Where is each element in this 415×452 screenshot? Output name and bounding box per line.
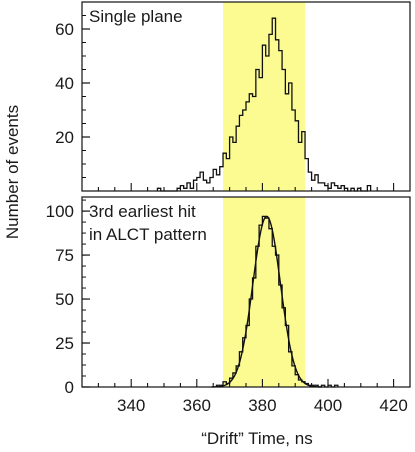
y-tick-label: 50: [55, 290, 74, 309]
single-plane-panel: 20 40 60 Single plane: [55, 2, 410, 191]
y-tick-label: 0: [65, 378, 74, 397]
panel-annotation: Single plane: [89, 7, 183, 26]
x-tick-label: 360: [183, 396, 211, 415]
panel-annotation: 3rd earliest hit: [89, 202, 196, 221]
x-tick-label: 400: [314, 396, 342, 415]
x-axis-title: “Drift” Time, ns: [201, 429, 312, 448]
y-tick-label: 20: [55, 128, 74, 147]
histogram-bin: [216, 175, 219, 191]
highlight-band: [223, 2, 305, 191]
y-tick-label: 100: [46, 202, 74, 221]
x-tick-label: 380: [248, 396, 276, 415]
x-tick-label: 420: [379, 396, 407, 415]
y-tick-label: 75: [55, 246, 74, 265]
alct-pattern-panel: 0 25 50 75 100 340 360 380 400 420 3rd earliest hi…: [46, 197, 410, 415]
histogram-bin: [318, 183, 321, 191]
y-tick-label: 40: [55, 74, 74, 93]
x-tick-label: 340: [117, 396, 145, 415]
panel-annotation: in ALCT pattern: [89, 225, 207, 244]
histogram-bin: [207, 183, 210, 191]
y-tick-label: 60: [55, 20, 74, 39]
y-axis-title: Number of events: [3, 105, 22, 239]
y-tick-label: 25: [55, 334, 74, 353]
